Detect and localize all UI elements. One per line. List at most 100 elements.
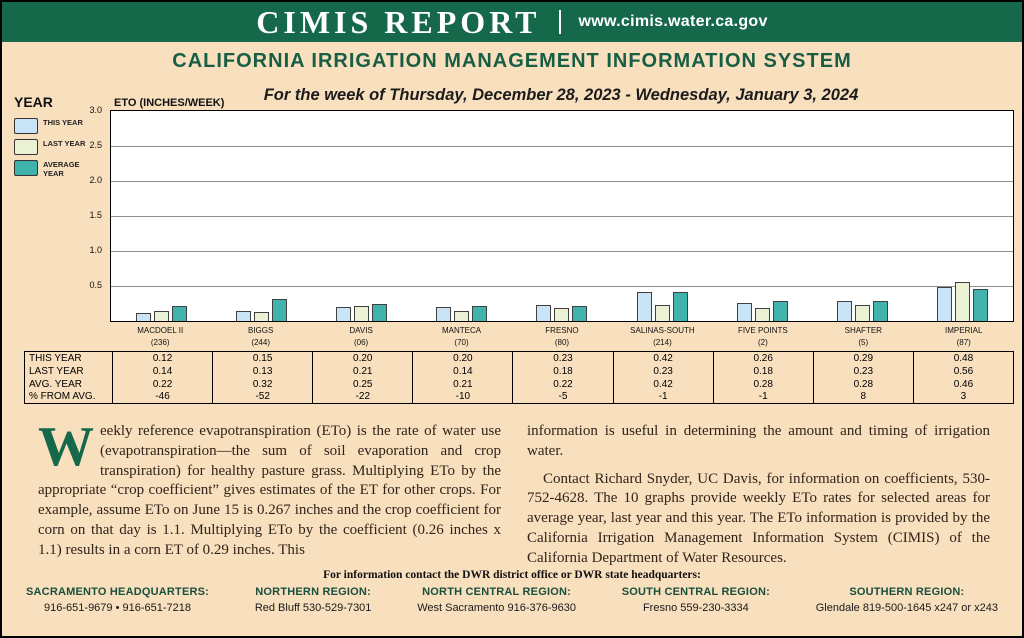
contact-detail: Glendale 819-500-1645 x247 or x243 (815, 602, 998, 614)
table-cell: 0.42 (612, 377, 714, 391)
row-label: LAST YEAR (29, 365, 84, 377)
x-axis-label: DAVIS (06) (349, 326, 373, 347)
legend-label: AVERAGE YEAR (43, 160, 80, 178)
dropcap: W (38, 416, 94, 478)
bar-this-year (937, 287, 953, 321)
bar-average-year (672, 291, 688, 321)
bar-last-year (654, 304, 670, 321)
table-cell: 0.42 (612, 351, 714, 365)
contact-south-central: SOUTH CENTRAL REGION: Fresno 559-230-333… (622, 586, 770, 614)
gridline (111, 146, 1013, 147)
bar-group (111, 111, 211, 321)
table-cell: 0.20 (412, 351, 513, 365)
y-axis-title: ETO (INCHES/WEEK) (114, 97, 225, 109)
x-axis-label: MACDOEL II (236) (137, 326, 184, 347)
table-cell: -46 (111, 390, 213, 404)
contact-detail: West Sacramento 916-376-9630 (417, 602, 576, 614)
table-cell: 0.18 (512, 364, 614, 378)
gridline (111, 181, 1013, 182)
bar-last-year (554, 308, 570, 321)
table-cell: 0.48 (912, 351, 1014, 365)
legend-item-last-year: LAST YEAR (14, 139, 102, 155)
bar-last-year (153, 311, 169, 321)
table-cell: 0.13 (212, 364, 313, 378)
y-tick-label: 2.0 (89, 175, 102, 185)
contact-detail: Red Bluff 530-529-7301 (254, 602, 372, 614)
table-cell: 0.23 (512, 351, 614, 365)
bar-last-year (754, 308, 770, 321)
table-cell: -10 (412, 390, 513, 404)
x-axis-label: BIGGS (244) (247, 326, 274, 347)
bar-this-year (636, 291, 652, 321)
bar-group (612, 111, 712, 321)
bar-average-year (873, 301, 889, 321)
last-year-swatch (14, 139, 38, 155)
table-row: AVG. YEAR 0.22 0.32 0.25 0.21 0.22 0.42 0.28 0.2… (25, 377, 1014, 391)
bar-this-year (235, 310, 251, 321)
legend-item-average-year: AVERAGE YEAR (14, 160, 102, 178)
bar-group (712, 111, 812, 321)
contact-sacramento: SACRAMENTO HEADQUARTERS: 916-651-9679 • … (26, 586, 209, 614)
legend-label: THIS YEAR (43, 118, 83, 127)
contact-northern: NORTHERN REGION: Red Bluff 530-529-7301 (255, 586, 372, 614)
table-cell: 0.25 (312, 377, 413, 391)
report-title: CIMIS REPORT (256, 3, 541, 40)
legend-label: LAST YEAR (43, 139, 86, 148)
contact-title: NORTH CENTRAL REGION: (422, 586, 571, 598)
x-axis-label: FIVE POINTS (2) (737, 326, 788, 347)
body-column-right: information is useful in determining the… (527, 422, 990, 569)
bar-last-year (855, 304, 871, 321)
website-url: www.cimis.water.ca.gov (578, 13, 768, 30)
table-cell: -1 (712, 390, 814, 404)
bar-last-year (955, 281, 971, 321)
y-tick-label: 3.0 (89, 105, 102, 115)
table-cell: 0.29 (812, 351, 914, 365)
bar-group (512, 111, 612, 321)
bar-group (913, 111, 1013, 321)
contact-title: SOUTHERN REGION: (849, 586, 965, 598)
right-paragraph-2: Contact Richard Snyder, UC Davis, for in… (527, 470, 990, 566)
contact-north-central: NORTH CENTRAL REGION: West Sacramento 91… (417, 586, 576, 614)
footer-contacts: SACRAMENTO HEADQUARTERS: 916-651-9679 • … (26, 586, 998, 614)
bar-this-year (536, 304, 552, 321)
contact-title: SOUTH CENTRAL REGION: (621, 586, 770, 598)
table-cell: 8 (812, 390, 914, 404)
right-paragraph-1: information is useful in determining the… (527, 423, 990, 459)
table-cell: 0.22 (111, 377, 213, 391)
gridline (111, 286, 1013, 287)
chart-plot (110, 110, 1014, 322)
y-tick-label: 1.5 (89, 210, 102, 220)
week-subtitle: For the week of Thursday, December 28, 2… (263, 86, 859, 104)
table-cell: 0.20 (312, 351, 413, 365)
contact-title: SACRAMENTO HEADQUARTERS: (26, 586, 210, 598)
table-body: THIS YEAR 0.12 0.15 0.20 0.20 0.23 0.42 0.26 0.2… (25, 351, 1014, 404)
bar-this-year (436, 307, 452, 321)
table-row: THIS YEAR 0.12 0.15 0.20 0.20 0.23 0.42 0.26 0.2… (25, 351, 1014, 365)
data-table: THIS YEAR 0.12 0.15 0.20 0.20 0.23 0.42 0.26 0.2… (24, 351, 1014, 404)
table-cell: 0.18 (712, 364, 814, 378)
table-cell: 0.15 (212, 351, 313, 365)
bar-groups (111, 111, 1013, 321)
x-axis-label: SHAFTER (5) (844, 326, 882, 347)
table-cell: -22 (312, 390, 413, 404)
table-cell: 0.28 (712, 377, 814, 391)
average-year-swatch (14, 160, 38, 176)
row-label: THIS YEAR (29, 352, 82, 364)
table-cell: -52 (212, 390, 313, 404)
x-axis-label: SALINAS-SOUTH (214) (630, 326, 695, 347)
y-tick-label: 2.5 (89, 140, 102, 150)
bar-average-year (572, 305, 588, 321)
chart-legend: YEAR THIS YEAR LAST YEAR AVERAGE YEAR (14, 94, 102, 183)
header-bar: CIMIS REPORT www.cimis.water.ca.gov (2, 2, 1022, 42)
y-tick-label: 1.0 (89, 245, 102, 255)
contact-title: NORTHERN REGION: (255, 586, 371, 598)
table-cell: 0.14 (111, 364, 213, 378)
y-axis: 3.0 2.5 2.0 1.5 1.0 0.5 (72, 105, 106, 322)
contact-southern: SOUTHERN REGION: Glendale 819-500-1645 x… (816, 586, 998, 614)
left-paragraph: eekly reference evapotranspiration (ETo)… (38, 423, 501, 558)
footer-note: For information contact the DWR district… (323, 569, 701, 581)
bar-group (813, 111, 913, 321)
